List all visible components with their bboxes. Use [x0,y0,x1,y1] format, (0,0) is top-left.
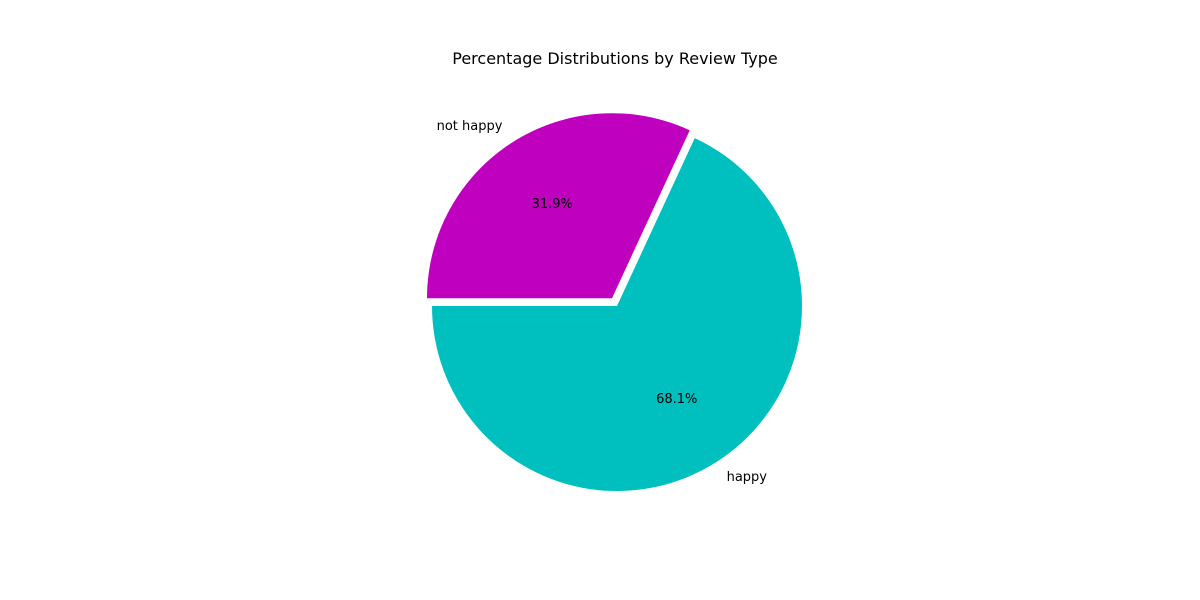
pie-pct-label: 31.9% [532,197,573,212]
pie-category-label: not happy [437,119,503,134]
chart-title: Percentage Distributions by Review Type [452,49,778,68]
pie-slice-not-happy [427,113,690,299]
pie-pct-label: 68.1% [656,392,697,407]
pie-labels: 68.1% happy 31.9% not happy [437,119,768,485]
pie-slice-happy [432,138,803,491]
pie-category-label: happy [727,470,768,485]
pie-slices [427,113,803,491]
